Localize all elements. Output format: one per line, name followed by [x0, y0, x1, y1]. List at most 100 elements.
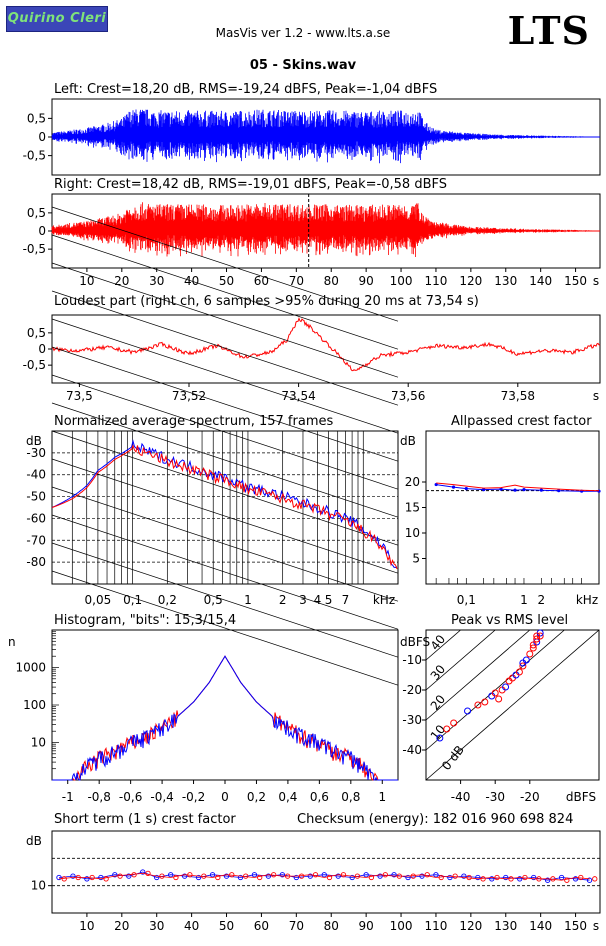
allpass-series-1: [436, 482, 600, 492]
crest-point: [363, 872, 369, 878]
crest-point: [126, 873, 132, 879]
crest-point: [293, 874, 299, 881]
left-waveform-ytick-label: -0,5: [23, 149, 46, 163]
crest-point: [494, 874, 500, 881]
loudest-ytick-label: -0,5: [23, 358, 46, 372]
crest-point: [321, 872, 327, 878]
loudest-xtick-label: 73,5: [66, 389, 93, 403]
app-title: MasVis ver 1.2 - www.lts.a.se: [215, 26, 391, 40]
crest-point: [229, 872, 235, 878]
peakrms-crest-label: 20: [428, 692, 448, 713]
allpass-xunit: kHz: [576, 593, 598, 607]
quirino-cleri-logo: Quirino Cleri: [6, 6, 108, 32]
peakrms-xtick-label: -30: [485, 790, 505, 804]
peakrms-crest-label: 30: [428, 662, 448, 683]
spectrum-xtick-label: 0,1: [123, 593, 142, 607]
crest-point: [410, 873, 416, 879]
allpass-xtick-label: 1: [520, 593, 528, 607]
time-xtick-label: 10: [79, 274, 94, 288]
peakrms-xtick-label: -20: [520, 790, 540, 804]
right-waveform-ytick-label: -0,5: [23, 242, 46, 256]
crest-point: [340, 872, 347, 878]
crest-point: [145, 870, 151, 877]
crest-point: [84, 876, 90, 882]
peakrms-ytick-label: -30: [402, 713, 422, 727]
crest-xtick-label: 10: [79, 919, 94, 933]
peakrms-point: [502, 683, 510, 691]
crest-xtick-label: 60: [254, 919, 269, 933]
spectrum-slope-line: [51, 346, 399, 462]
spectrum-xtick-label: 3: [299, 593, 307, 607]
right-waveform-trace: [51, 202, 600, 257]
spectrum-slope-line: [51, 514, 399, 630]
crest-point: [368, 874, 375, 881]
peakrms-point: [519, 659, 527, 667]
time-xtick-label: 120: [459, 274, 482, 288]
peakrms-ytick-label: -20: [402, 683, 422, 697]
crest-point: [117, 873, 123, 879]
time-xtick-label: 70: [289, 274, 304, 288]
loudest-xtick-label: 73,52: [172, 389, 206, 403]
histogram-xtick-label: -0,6: [119, 790, 142, 804]
allpass-ytick-label: 20: [405, 475, 420, 489]
crest-point: [201, 873, 207, 879]
peakrms-point: [474, 701, 482, 709]
loudest-xtick-label: 73,56: [391, 389, 425, 403]
spectrum-xunit: kHz: [373, 593, 395, 607]
left-waveform-trace: [51, 109, 600, 164]
spectrum-slope-line: [51, 458, 399, 574]
crest-point: [391, 872, 397, 878]
loudest-xtick-label: 73,58: [501, 389, 535, 403]
crest-point: [578, 874, 584, 881]
crest-xtick-label: 90: [358, 919, 373, 933]
peakrms-ytick-label: -10: [402, 653, 422, 667]
peakrms-crest-line: [425, 629, 461, 661]
peakrms-xtick-label: -40: [451, 790, 471, 804]
spectrum-slope-line: [51, 290, 399, 406]
allpass-point: [522, 488, 526, 492]
peakrms-crest-line: [425, 629, 531, 721]
crest-point: [558, 874, 565, 881]
crest-point: [284, 873, 291, 879]
allpass-ytick-label: 5: [412, 552, 420, 566]
allpass-xtick-label: 0,1: [457, 593, 476, 607]
time-xtick-label: 30: [149, 274, 164, 288]
histogram-xtick-label: 1: [378, 790, 386, 804]
crest-point: [187, 872, 193, 878]
histogram-xtick-label: 0,6: [310, 790, 329, 804]
crest-ytick-label: 10: [31, 879, 46, 893]
crest-point: [466, 874, 472, 881]
allpass-ytick-label: 10: [405, 526, 420, 540]
histogram-ylabel: n: [8, 635, 16, 649]
spectrum-xtick-label: 7: [342, 593, 350, 607]
crest-frame: [51, 830, 601, 914]
loudest-xtick-label: 73,54: [281, 389, 315, 403]
spectrum-xtick-label: 0,5: [204, 593, 223, 607]
crest-xtick-label: 100: [390, 919, 413, 933]
histogram-xtick-label: -0,4: [150, 790, 173, 804]
crest-point: [396, 873, 402, 879]
spectrum-slope-line: [51, 318, 399, 434]
crest-point: [75, 874, 81, 881]
crest-point: [307, 873, 313, 879]
allpass-point: [513, 488, 517, 492]
peakrms-ytick-label: -40: [402, 743, 422, 757]
histogram-ytick-label: 1000: [15, 661, 46, 675]
crest-point: [424, 872, 430, 878]
spectrum-xtick-label: 0,05: [85, 593, 112, 607]
crest-point: [112, 872, 118, 878]
spectrum-ytick-label: -50: [26, 490, 46, 504]
spectrum-slope-line: [51, 486, 399, 602]
crest-point: [223, 873, 230, 879]
spectrum-slope-line: [51, 234, 399, 350]
peakrms-point: [529, 644, 537, 652]
spectrum-series-1: [51, 444, 398, 570]
allpass-point: [434, 482, 438, 487]
crest-point: [354, 873, 361, 879]
crest-point: [209, 872, 216, 878]
spectrum-slope-line: [51, 570, 399, 686]
allpass-xtick-label: 2: [538, 593, 546, 607]
crest-point: [168, 872, 174, 878]
allpass-ytick-label: 15: [405, 501, 420, 515]
